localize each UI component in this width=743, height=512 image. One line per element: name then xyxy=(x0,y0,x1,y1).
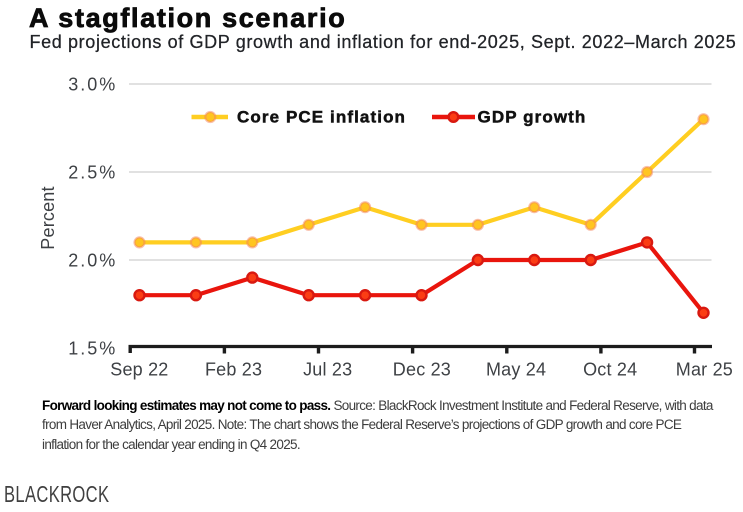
svg-text:Core PCE inflation: Core PCE inflation xyxy=(237,108,406,127)
svg-text:GDP growth: GDP growth xyxy=(478,108,587,127)
svg-text:1.5%: 1.5% xyxy=(68,338,117,358)
svg-text:Percent: Percent xyxy=(38,186,58,249)
svg-text:Oct 24: Oct 24 xyxy=(583,360,637,380)
svg-text:May 24: May 24 xyxy=(486,360,546,380)
svg-text:Jul 23: Jul 23 xyxy=(303,360,352,380)
svg-text:2.5%: 2.5% xyxy=(68,162,117,182)
svg-text:2.0%: 2.0% xyxy=(68,250,117,270)
svg-text:Dec 23: Dec 23 xyxy=(393,360,451,380)
svg-text:Feb 23: Feb 23 xyxy=(205,360,262,380)
svg-text:3.0%: 3.0% xyxy=(68,74,117,94)
svg-text:Mar 25: Mar 25 xyxy=(676,360,733,380)
svg-text:Sep 22: Sep 22 xyxy=(110,360,168,380)
